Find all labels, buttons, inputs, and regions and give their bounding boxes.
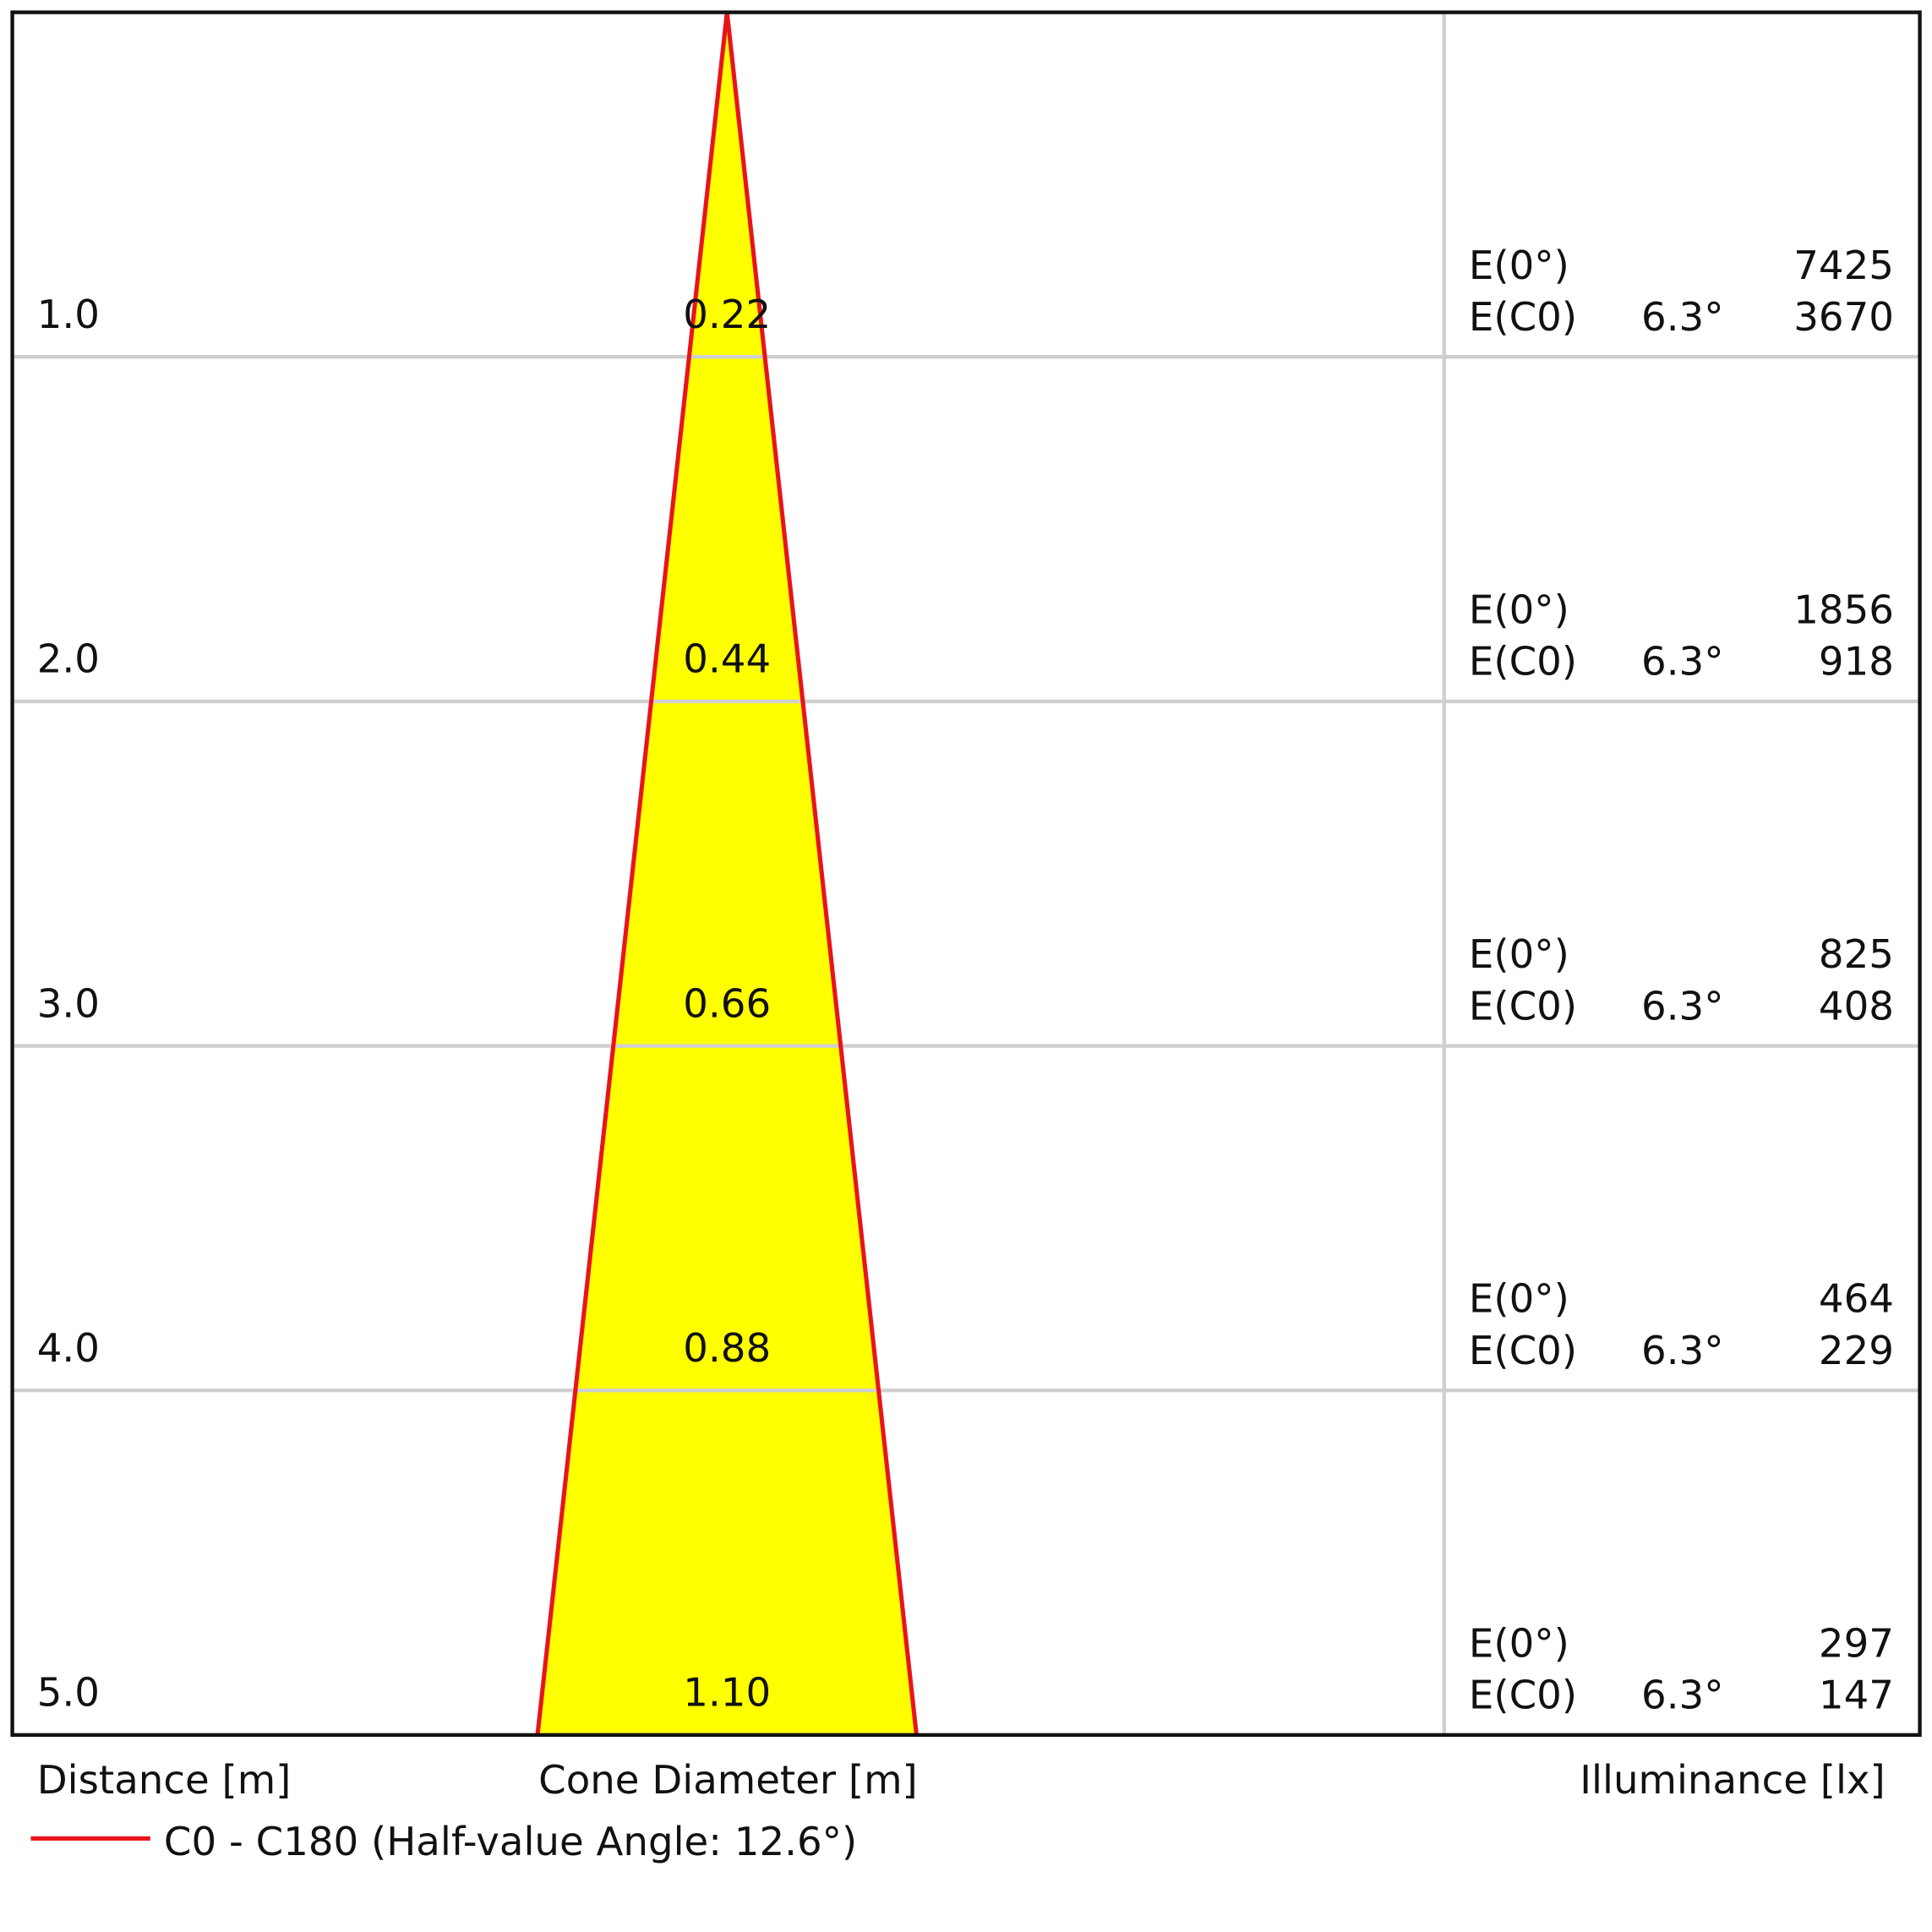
ec0-value: 3670 bbox=[1793, 295, 1894, 341]
distance-label: 3.0 bbox=[37, 981, 100, 1027]
ec0-label: E(C0) bbox=[1469, 640, 1577, 685]
distance-axis-label: Distance [m] bbox=[37, 1758, 292, 1804]
ec0-label: E(C0) bbox=[1469, 1673, 1577, 1719]
ec0-angle: 6.3° bbox=[1641, 1673, 1724, 1719]
ec0-value: 408 bbox=[1819, 984, 1894, 1029]
ec0-value: 147 bbox=[1819, 1673, 1894, 1719]
e0-label: E(0°) bbox=[1469, 932, 1569, 978]
ec0-angle: 6.3° bbox=[1641, 1329, 1724, 1374]
diagram: Distance [m] Cone Diameter [m] Illuminan… bbox=[10, 10, 1922, 1865]
ec0-angle: 6.3° bbox=[1641, 295, 1724, 341]
e0-label: E(0°) bbox=[1469, 1277, 1569, 1323]
ec0-angle: 6.3° bbox=[1641, 984, 1724, 1029]
ec0-label: E(C0) bbox=[1469, 984, 1577, 1029]
distance-label: 5.0 bbox=[37, 1671, 100, 1716]
diameter-label: 0.88 bbox=[683, 1326, 771, 1372]
ec0-angle: 6.3° bbox=[1641, 640, 1724, 685]
e0-label: E(0°) bbox=[1469, 1621, 1569, 1667]
e0-value: 297 bbox=[1819, 1621, 1894, 1667]
ec0-value: 918 bbox=[1819, 640, 1894, 685]
e0-label: E(0°) bbox=[1469, 587, 1569, 633]
illuminance-axis-label: Illuminance [lx] bbox=[1580, 1758, 1885, 1804]
e0-value: 464 bbox=[1819, 1277, 1894, 1323]
e0-value: 7425 bbox=[1793, 243, 1894, 289]
diameter-label: 1.10 bbox=[683, 1671, 771, 1716]
diameter-axis-label: Cone Diameter [m] bbox=[538, 1758, 918, 1804]
ec0-label: E(C0) bbox=[1469, 1329, 1577, 1374]
diameter-label: 0.44 bbox=[683, 637, 771, 683]
e0-value: 825 bbox=[1819, 932, 1894, 978]
cone bbox=[538, 12, 917, 1735]
e0-value: 1856 bbox=[1793, 587, 1894, 633]
legend-label: C0 - C180 (Half-value Angle: 12.6°) bbox=[164, 1820, 857, 1865]
distance-label: 2.0 bbox=[37, 637, 100, 683]
cone-edge bbox=[535, 12, 729, 1736]
diameter-label: 0.66 bbox=[683, 981, 771, 1027]
ec0-label: E(C0) bbox=[1469, 295, 1577, 341]
distance-label: 4.0 bbox=[37, 1326, 100, 1372]
distance-label: 1.0 bbox=[37, 292, 100, 338]
diameter-label: 0.22 bbox=[683, 292, 771, 338]
e0-label: E(0°) bbox=[1469, 243, 1569, 289]
ec0-value: 229 bbox=[1819, 1329, 1894, 1374]
cone-edge bbox=[724, 12, 919, 1736]
frame bbox=[10, 10, 1922, 1738]
